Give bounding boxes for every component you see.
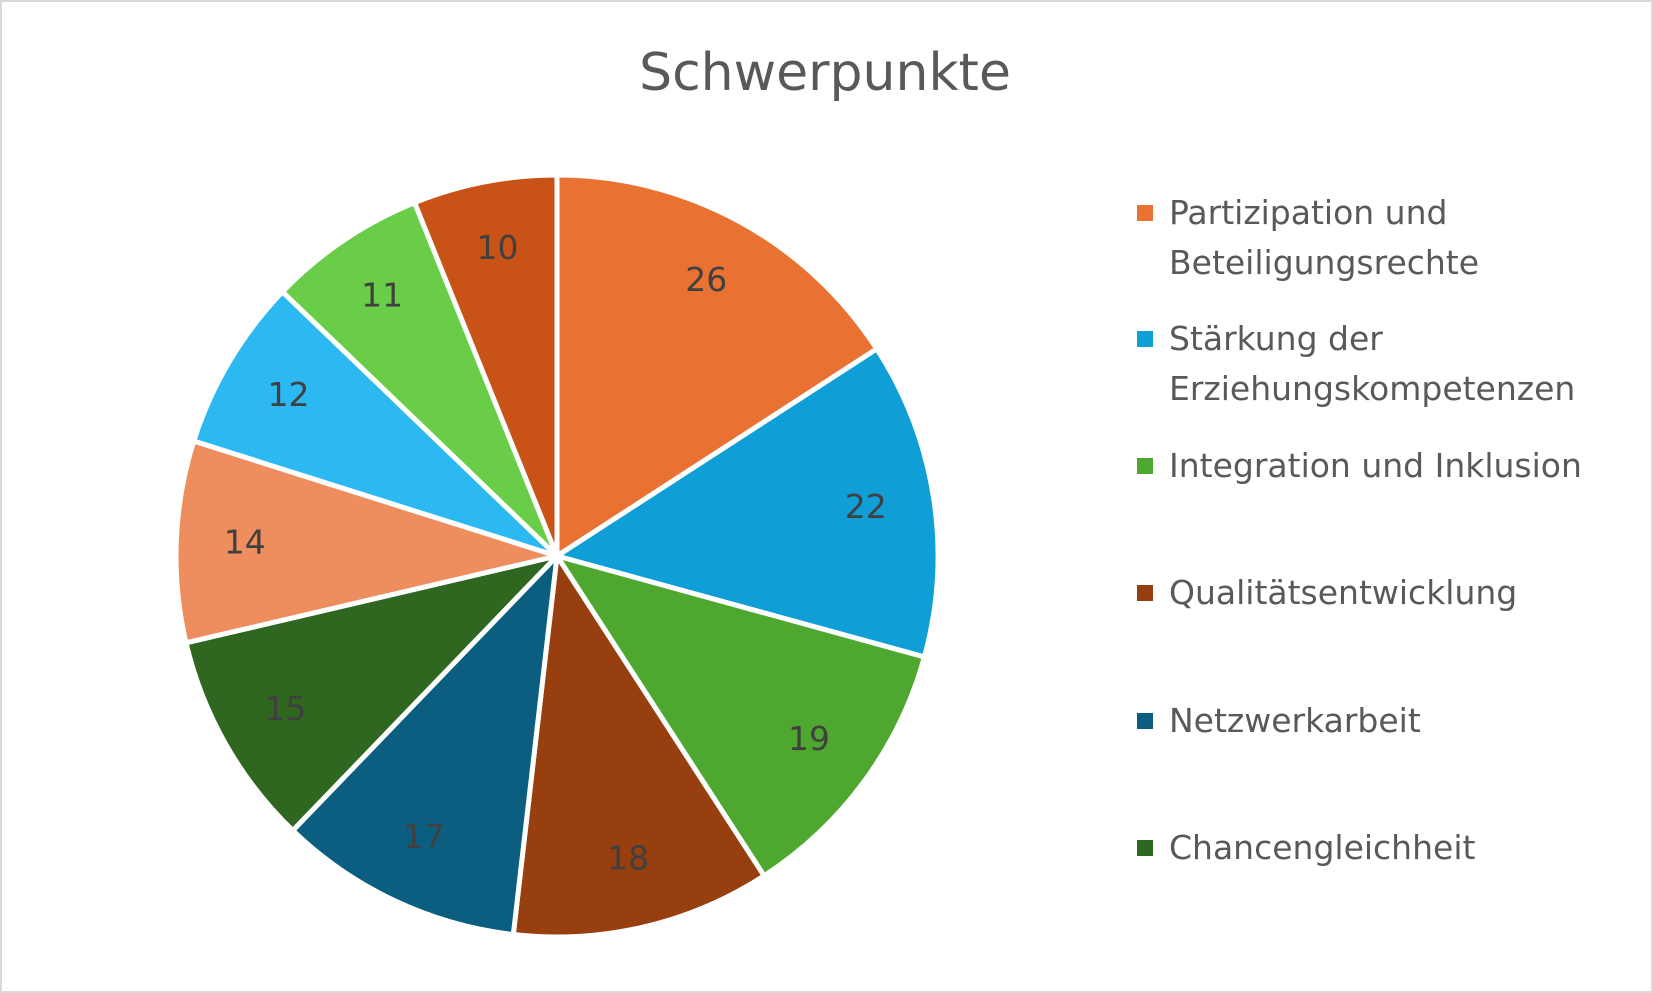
chart-title: Schwerpunkte	[639, 43, 1011, 103]
data-label: 22	[845, 487, 887, 526]
pie-slice	[173, 438, 560, 646]
legend-swatch	[1137, 331, 1153, 347]
legend-label: Stärkung der Erziehungskompetenzen	[1169, 319, 1576, 408]
legend-item: Integration und Inklusion	[1137, 441, 1599, 491]
pie-slice	[191, 289, 560, 559]
legend-label: Netzwerkarbeit	[1169, 701, 1421, 740]
legend-swatch	[1137, 713, 1153, 729]
pie-slice	[279, 200, 560, 559]
legend-item: Partizipation und Beteiligungsrechte	[1137, 188, 1599, 288]
legend-swatch	[1137, 458, 1153, 474]
legend-item: Stärkung der Erziehungskompetenzen	[1137, 314, 1599, 414]
data-label: 14	[224, 523, 266, 562]
data-label: 11	[361, 276, 403, 315]
legend-item: Chancengleichheit	[1137, 823, 1599, 873]
data-label: 19	[788, 719, 830, 758]
legend-item: Qualitätsentwicklung	[1137, 568, 1599, 618]
legend-swatch	[1137, 205, 1153, 221]
legend-label: Qualitätsentwicklung	[1169, 573, 1518, 612]
data-label: 12	[267, 375, 309, 414]
legend-swatch	[1137, 585, 1153, 601]
pie-slice	[183, 553, 560, 834]
legend-label: Chancengleichheit	[1169, 828, 1476, 867]
pie-slice	[554, 553, 927, 879]
pie-slice	[510, 553, 767, 940]
data-label: 15	[264, 689, 306, 728]
legend-label: Partizipation und Beteiligungsrechte	[1169, 193, 1480, 282]
legend-label: Integration und Inklusion	[1169, 446, 1582, 485]
legend-item: Netzwerkarbeit	[1137, 696, 1599, 746]
pie-slice	[412, 172, 560, 559]
data-label: 10	[477, 228, 519, 267]
pie-slice	[554, 172, 880, 559]
data-label: 26	[685, 260, 727, 299]
data-label: 17	[403, 817, 445, 856]
data-label: 18	[607, 839, 649, 878]
legend-swatch	[1137, 840, 1153, 856]
pie-slice	[290, 553, 560, 937]
